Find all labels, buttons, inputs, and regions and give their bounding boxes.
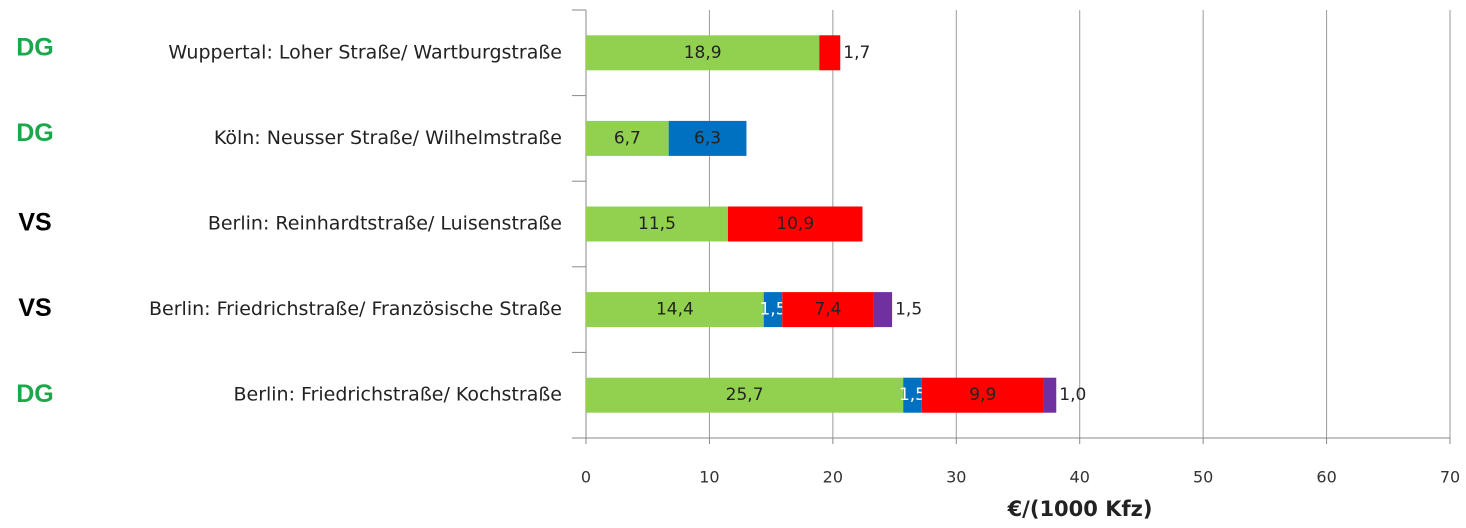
x-tick-label: 30 [946,468,966,487]
category-tag: VS [18,209,51,237]
x-tick-label: 60 [1316,468,1336,487]
data-label: 1,5 [759,300,786,320]
bar-segment [903,377,922,413]
x-tick-label: 10 [699,468,719,487]
x-axis-title: €/(1000 Kfz) [1007,497,1153,521]
data-label: 6,3 [694,128,721,148]
bar-segment [668,120,747,156]
category-label: Berlin: Friedrichstraße/ Kochstraße [233,384,562,406]
bar-segment [586,292,764,328]
bar-segment [763,292,783,328]
category-tag: VS [18,294,51,322]
x-tick-label: 40 [1070,468,1090,487]
bar-segment [727,206,863,242]
data-label: 10,9 [776,214,814,234]
category-label: Köln: Neusser Straße/ Wilhelmstraße [214,127,562,149]
data-label: 25,7 [726,385,764,405]
bar-segment [819,35,841,71]
bar-segment [586,377,904,413]
category-tag: DG [16,119,54,147]
data-label: 11,5 [638,214,676,234]
bar-segment [921,377,1044,413]
x-tick-label: 20 [823,468,843,487]
data-label: 1,5 [899,385,926,405]
x-tick-label: 0 [581,468,591,487]
data-label: 6,7 [614,128,641,148]
bar-segment [586,120,669,156]
bar-segment [586,35,820,71]
category-label: Berlin: Friedrichstraße/ Französische St… [149,298,562,320]
x-tick-label: 50 [1193,468,1213,487]
x-tick-label: 70 [1440,468,1460,487]
bar-segment [586,206,728,242]
bar-segment [1043,377,1057,413]
category-tag: DG [16,380,54,408]
bar-segment [782,292,874,328]
data-label: 1,7 [843,43,870,63]
data-label: 18,9 [684,43,722,63]
data-label: 1,5 [895,300,922,320]
category-label: Berlin: Reinhardtstraße/ Luisenstraße [208,213,562,235]
category-label: Wuppertal: Loher Straße/ Wartburgstraße [168,41,562,63]
bar-segment [873,292,893,328]
data-label: 9,9 [969,385,996,405]
data-label: 1,0 [1059,385,1086,405]
data-label: 7,4 [814,300,841,320]
data-label: 14,4 [656,300,694,320]
category-tag: DG [16,33,54,61]
